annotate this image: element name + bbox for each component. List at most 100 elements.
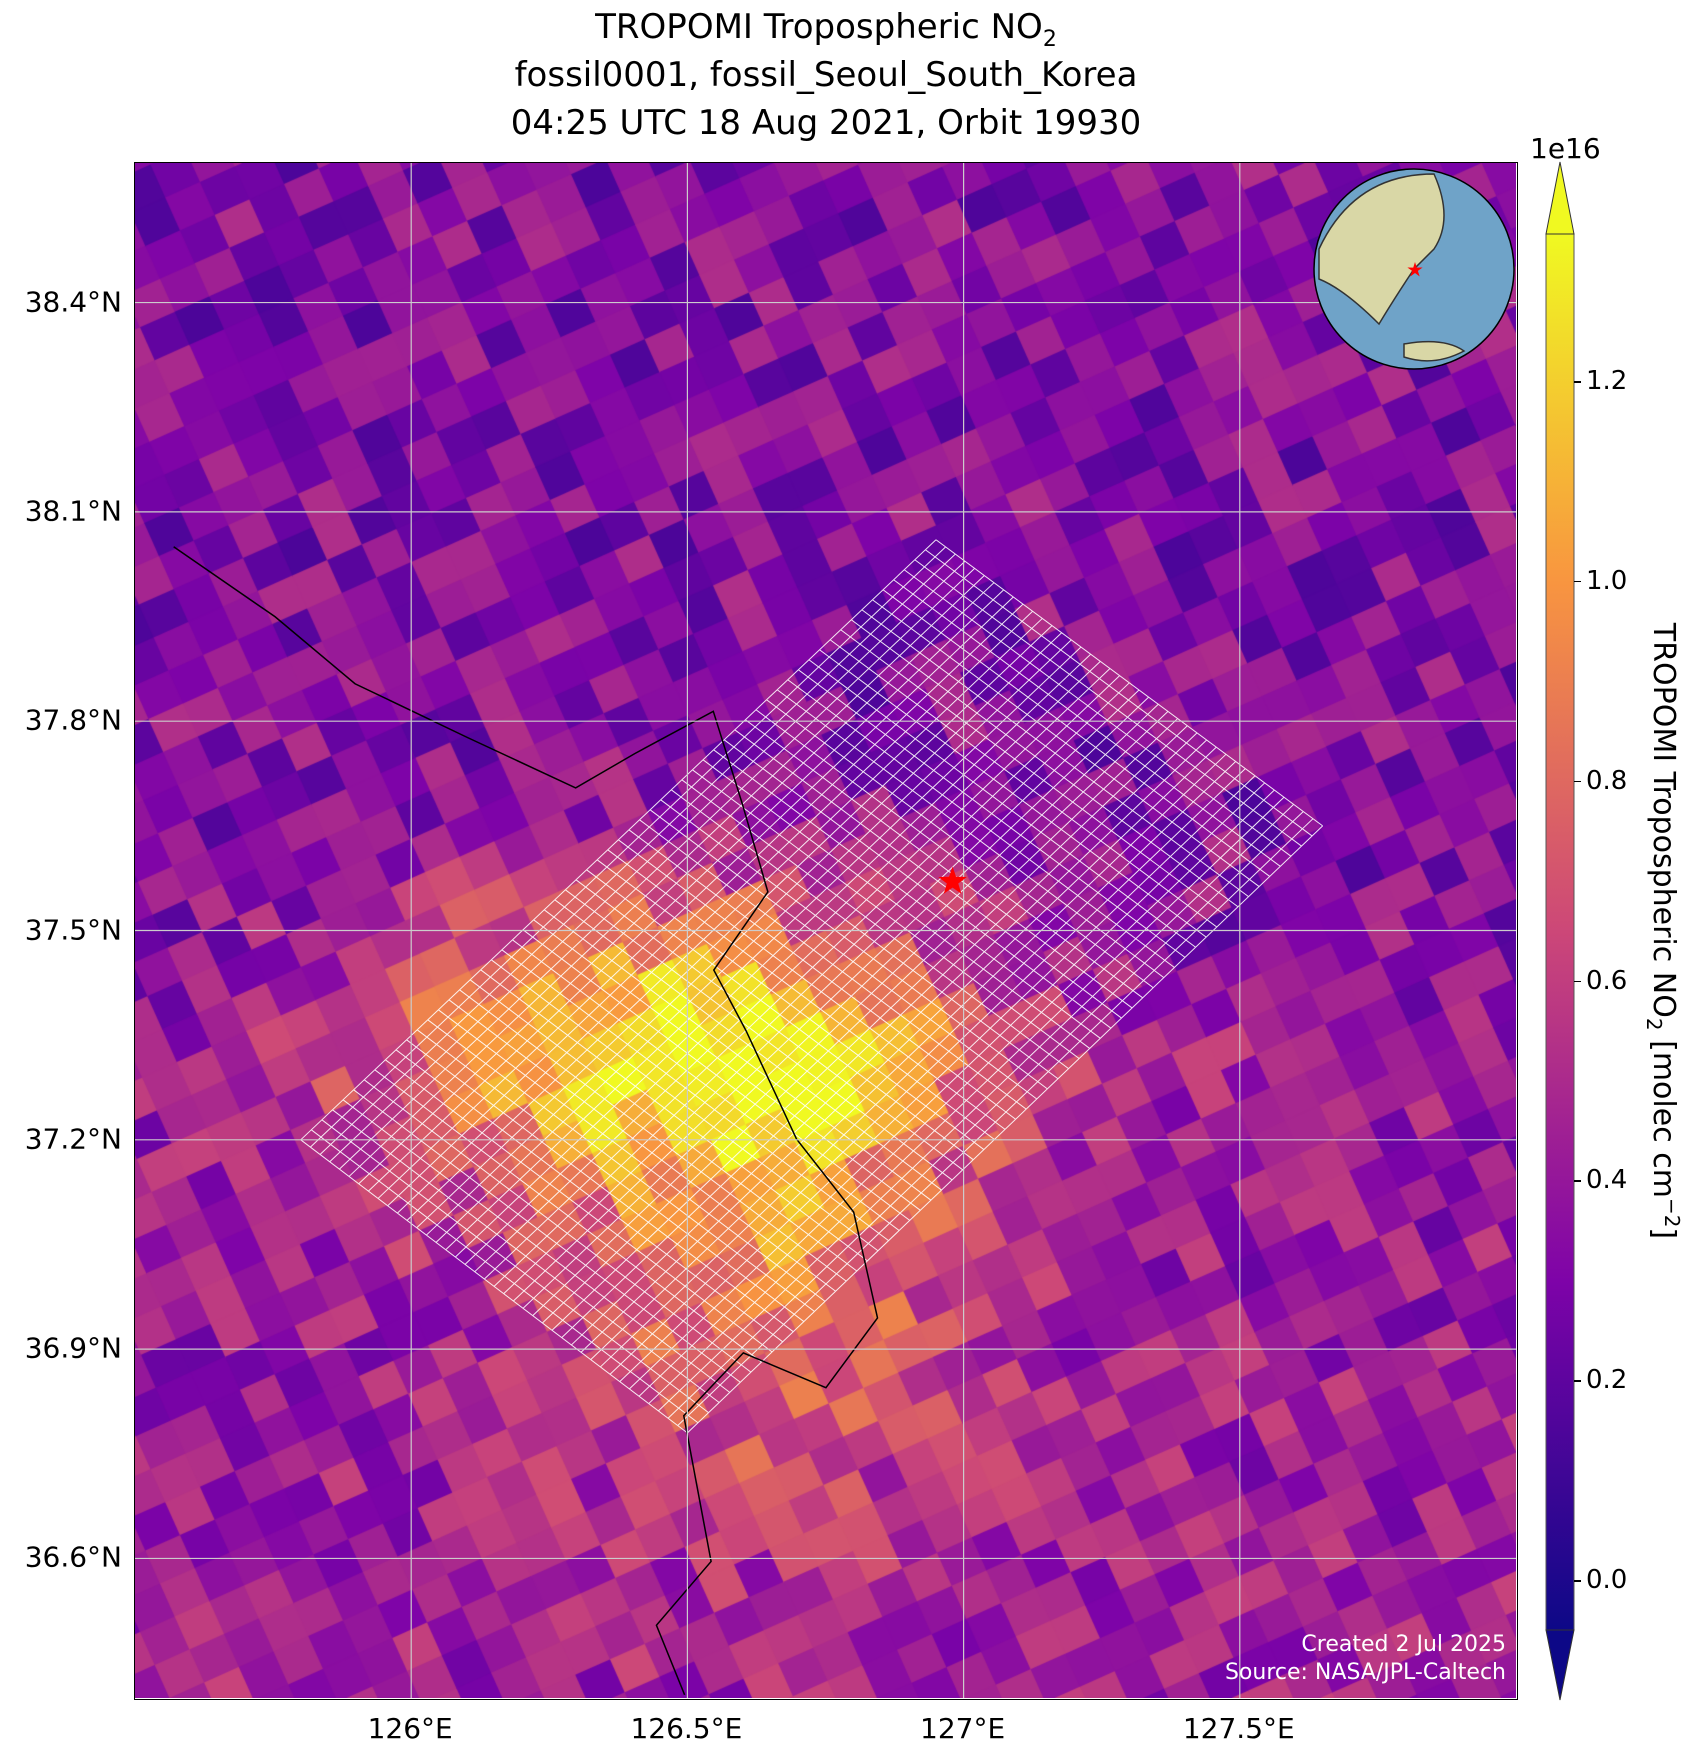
colorbar-tick-mark [1574, 980, 1581, 982]
mesh-line [903, 569, 1292, 857]
colorbar-extend-max [1545, 161, 1575, 235]
y-tick-label: 38.4°N [24, 285, 122, 319]
mesh-line [872, 599, 1260, 887]
colorbar-tick-label: 0.0 [1586, 1565, 1628, 1595]
mesh-line [374, 1069, 762, 1363]
colorbar-extend-min [1545, 1629, 1575, 1701]
colorbar-tick-label: 1.0 [1586, 565, 1628, 596]
y-tick-label: 36.6°N [24, 1540, 122, 1574]
mesh-line [501, 949, 889, 1242]
x-tick-label: 126°E [367, 1712, 453, 1745]
cb-label-end: ] [1646, 1227, 1681, 1240]
x-tick-label: 126.5°E [630, 1712, 743, 1745]
mesh-line [607, 849, 995, 1140]
mesh-line [819, 649, 1207, 938]
mesh-line [406, 1039, 794, 1333]
coastline [173, 546, 879, 1696]
inset-star-marker [1407, 262, 1423, 277]
mesh-line [734, 729, 1122, 1019]
mesh-line [321, 1119, 709, 1414]
title-line-2: fossil0001, fossil_Seoul_South_Korea [514, 55, 1138, 95]
cb-label-exp: −2 [1660, 1197, 1684, 1228]
mesh-line [798, 669, 1186, 958]
colorbar-tick-mark [1574, 1580, 1581, 1582]
map-panel [134, 162, 1518, 1700]
colorbar-tick-mark [1574, 1180, 1581, 1182]
y-tick-label: 37.8°N [24, 703, 122, 737]
cb-label-main: TROPOMI Tropospheric NO [1646, 622, 1681, 1018]
colorbar-tick-mark [1574, 780, 1581, 783]
mesh-line [925, 549, 1313, 837]
mesh-line [840, 629, 1228, 918]
colorbar-tick-label: 0.6 [1586, 965, 1628, 996]
y-tick-label: 37.2°N [24, 1122, 122, 1156]
mesh-line [480, 969, 868, 1262]
mesh-line [438, 1009, 826, 1302]
mesh-line [554, 899, 942, 1191]
mesh-line [448, 999, 836, 1292]
colorbar-tick-mark [1574, 1380, 1581, 1382]
colorbar-label: TROPOMI Tropospheric NO2 [molec cm−2] [1642, 623, 1684, 1239]
colorbar-exponent: 1e16 [1530, 132, 1601, 165]
credit-source: Source: NASA/JPL-Caltech [1224, 1660, 1506, 1685]
mesh-line [342, 1099, 731, 1393]
mesh-line [416, 1029, 805, 1322]
mesh-line [459, 989, 847, 1282]
mesh-line [427, 1019, 815, 1312]
mesh-line [670, 789, 1059, 1080]
mesh-line [829, 639, 1218, 928]
colorbar-tick-mark [1574, 580, 1581, 583]
credit-created: Created 2 Jul 2025 [1301, 1632, 1506, 1657]
colorbar-body [1545, 233, 1575, 1631]
mesh-line [311, 1129, 699, 1424]
mesh-line [776, 689, 1165, 978]
colorbar-tick-label: 1.2 [1586, 366, 1628, 396]
inset-land-asia [1318, 173, 1445, 326]
mesh-line [935, 539, 1323, 827]
cb-label-units: [molec cm [1646, 1030, 1681, 1198]
mesh-line [787, 679, 1175, 968]
mesh-line [649, 809, 1038, 1100]
colorbar-tick-label: 0.2 [1586, 1365, 1628, 1396]
x-tick-label: 127°E [920, 1712, 1006, 1745]
mesh-line [332, 1109, 720, 1403]
mesh-line [723, 739, 1112, 1029]
mesh-line [861, 609, 1249, 898]
x-tick-label: 127.5°E [1182, 1712, 1295, 1745]
mesh-line [543, 909, 932, 1201]
title-subscript: 2 [1042, 26, 1057, 52]
mesh-line [522, 929, 911, 1221]
mesh-line [512, 939, 900, 1231]
map-overlay [135, 163, 1516, 1698]
swath-mesh [300, 539, 1324, 1434]
y-tick-label: 36.9°N [24, 1331, 122, 1365]
mesh-line [755, 709, 1143, 999]
inset-land-australia [1403, 340, 1466, 362]
mesh-line [681, 779, 1069, 1070]
mesh-line [702, 759, 1091, 1049]
mesh-line [882, 589, 1271, 877]
mesh-line [850, 619, 1239, 908]
colorbar-tick-mark [1574, 381, 1581, 383]
mesh-line [692, 769, 1080, 1059]
title-text: TROPOMI Tropospheric NO [595, 7, 1043, 47]
mesh-line [575, 879, 963, 1171]
mesh-line [596, 859, 985, 1150]
y-tick-label: 38.1°N [24, 494, 122, 528]
mesh-line [533, 919, 921, 1211]
mesh-line [490, 959, 879, 1252]
mesh-line [395, 1049, 783, 1343]
site-star-marker [938, 866, 967, 894]
colorbar-tick-label: 0.8 [1586, 765, 1628, 796]
mesh-line [713, 749, 1101, 1039]
mesh-line [893, 579, 1281, 867]
mesh-line [565, 889, 953, 1181]
mesh-line [353, 1089, 741, 1383]
mesh-line [300, 1139, 688, 1434]
mesh-line [745, 719, 1133, 1009]
title-line-1: TROPOMI Tropospheric NO2 [134, 10, 1518, 51]
mesh-line [660, 799, 1048, 1090]
mesh-line [363, 1079, 752, 1373]
colorbar-tick-label: 0.4 [1586, 1165, 1628, 1196]
mesh-line [914, 559, 1302, 847]
